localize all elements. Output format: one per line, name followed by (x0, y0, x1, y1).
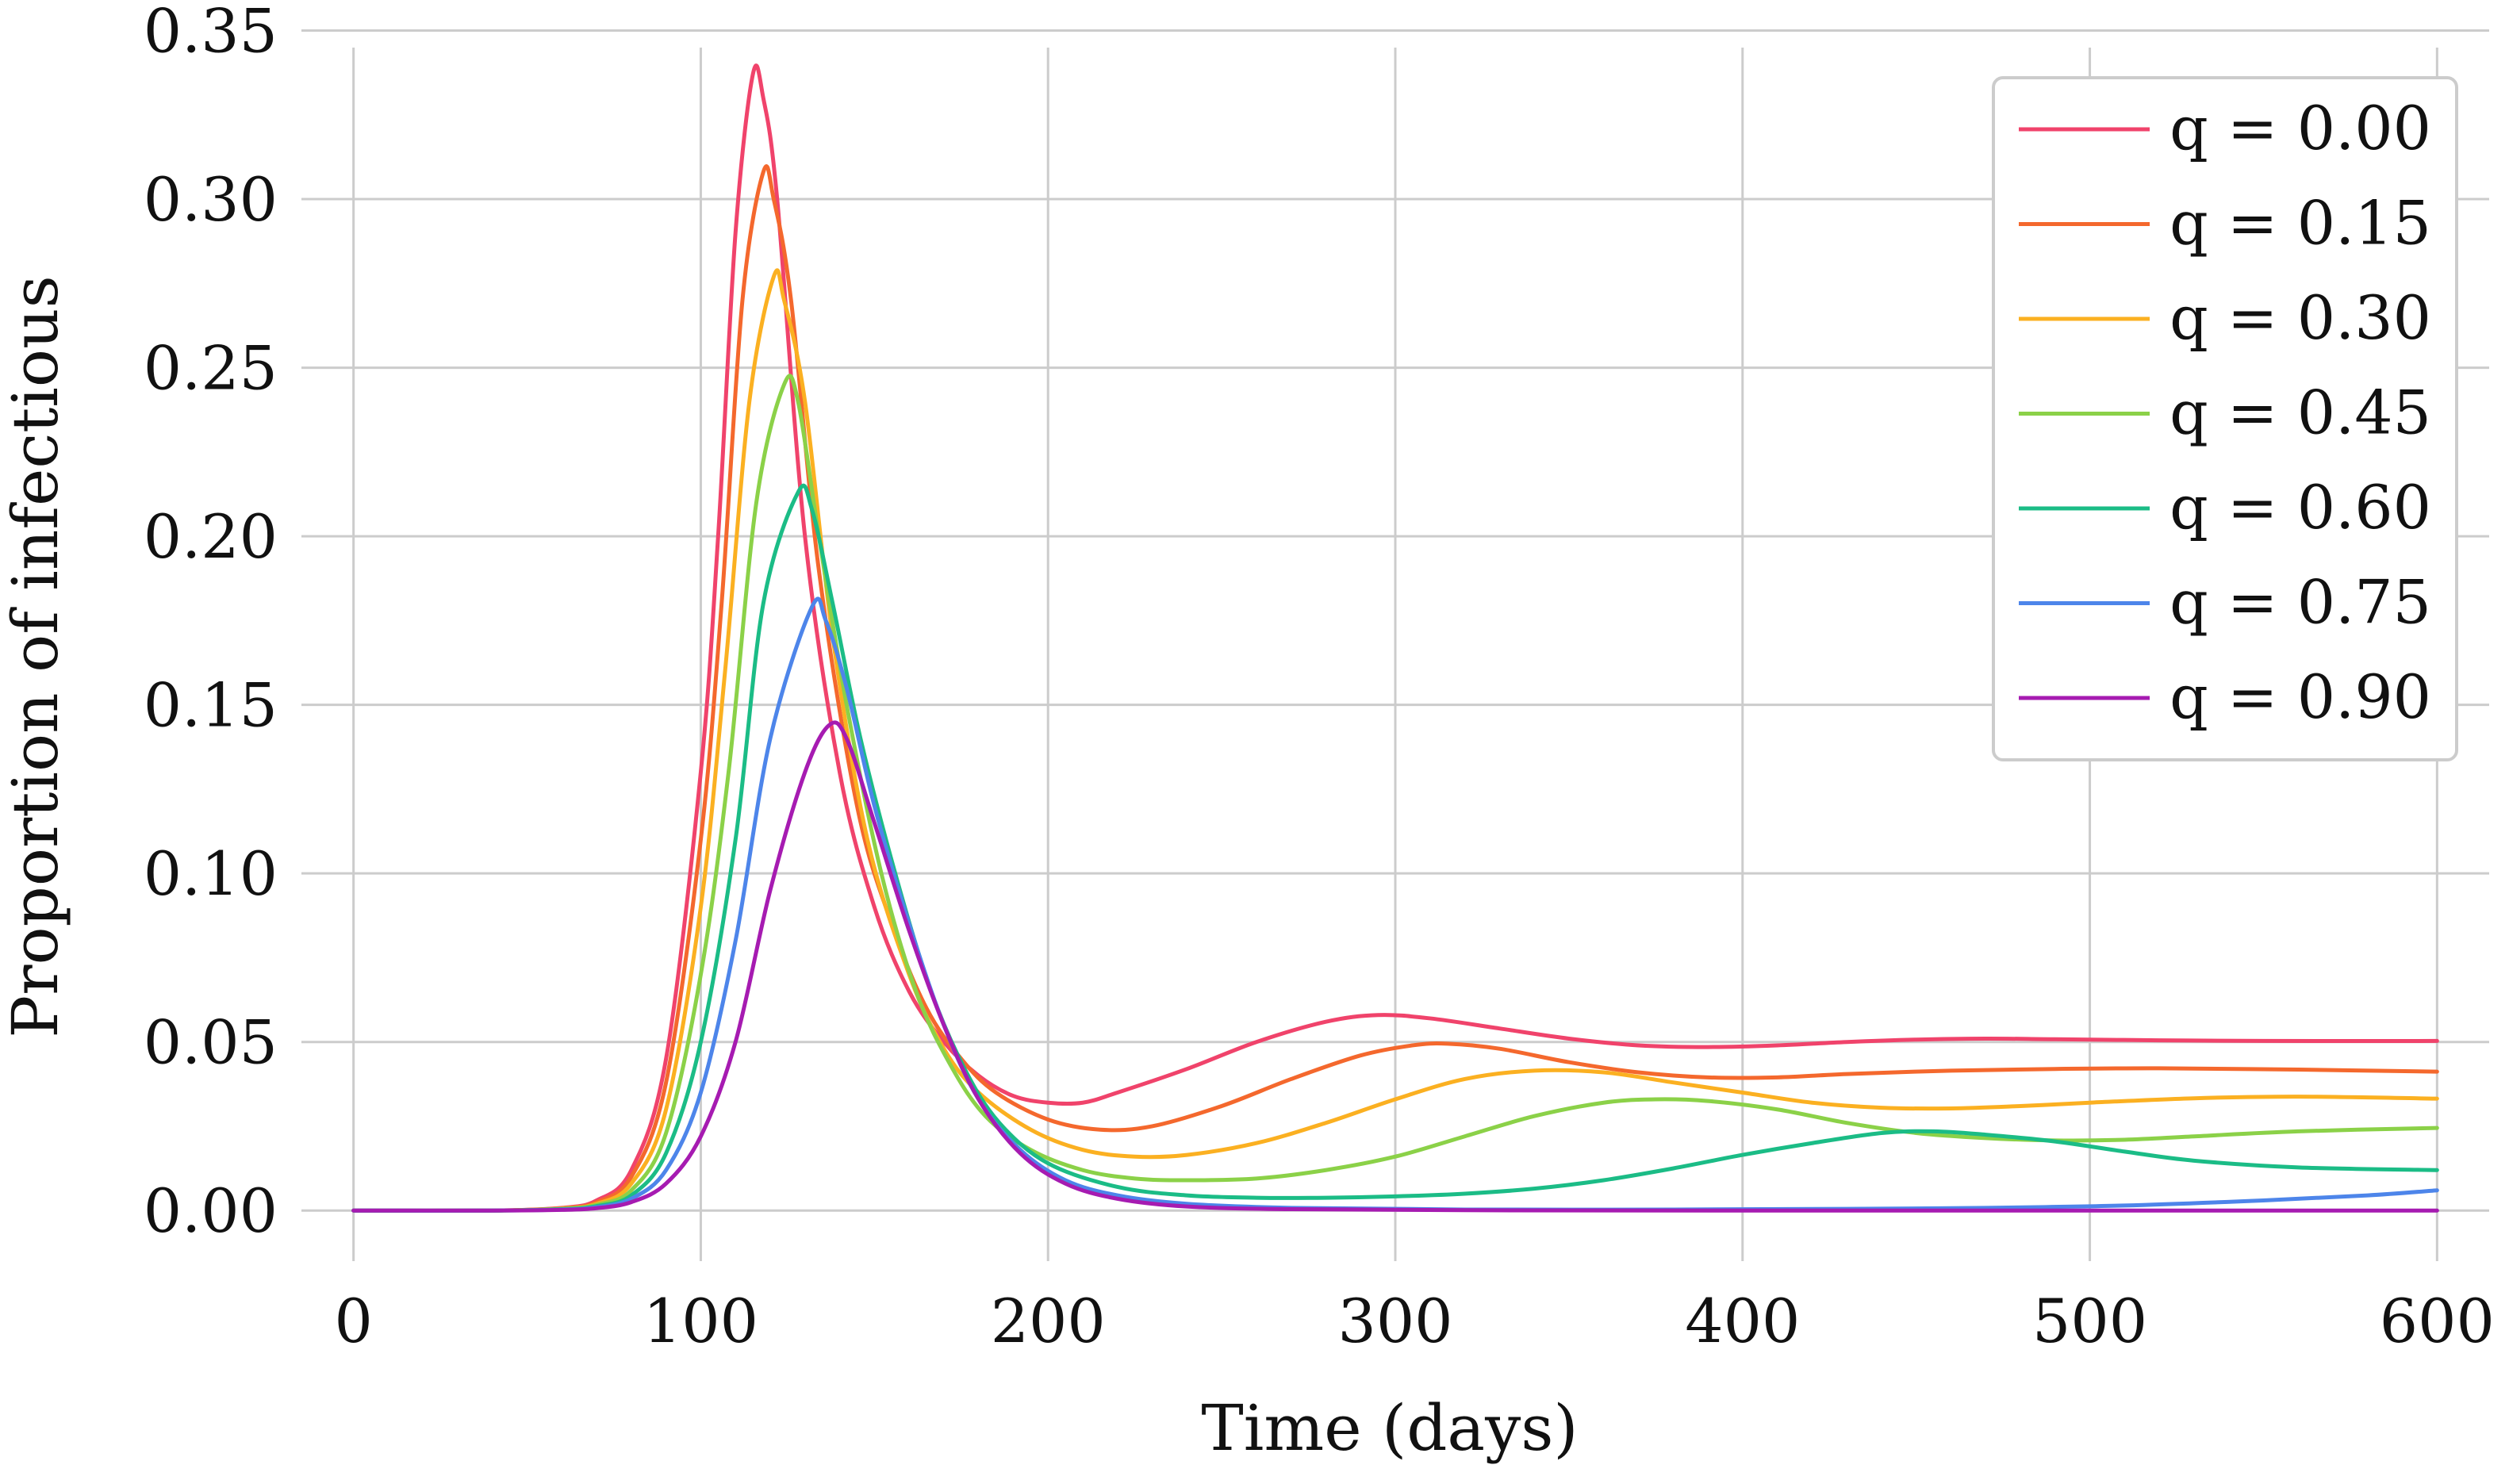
series-group (351, 63, 2439, 1213)
y-tick-label: 0.05 (144, 1007, 278, 1078)
y-tick-label: 0.35 (144, 0, 278, 67)
legend-label-4: q = 0.60 (2169, 472, 2431, 543)
x-tick-label: 300 (1337, 1286, 1452, 1356)
y-tick-label: 0.00 (144, 1175, 278, 1246)
legend: q = 0.00 q = 0.15 q = 0.30 q = 0.45 q = 0.60… (1992, 76, 2458, 761)
x-tick-label: 200 (991, 1286, 1106, 1356)
legend-label-3: q = 0.45 (2169, 378, 2431, 448)
x-axis-ticks: 0 100 200 300 400 500 600 (334, 1286, 2494, 1356)
y-axis-label: Proportion of infectious (0, 275, 72, 1037)
x-tick-label: 0 (334, 1286, 372, 1356)
x-axis-label: Time (days) (1201, 1391, 1578, 1465)
legend-label-1: q = 0.15 (2169, 188, 2431, 259)
y-tick-label: 0.15 (144, 670, 278, 741)
series-line-2 (351, 268, 2439, 1213)
x-tick-label: 400 (1685, 1286, 1800, 1356)
y-axis-ticks: 0.00 0.05 0.10 0.15 0.20 0.25 0.30 0.35 (144, 0, 278, 1246)
legend-box (1992, 76, 2458, 761)
x-tick-label: 100 (643, 1286, 758, 1356)
y-tick-label: 0.10 (144, 838, 278, 909)
y-tick-label: 0.30 (144, 164, 278, 235)
x-tick-label: 600 (2380, 1286, 2495, 1356)
y-tick-label: 0.25 (144, 333, 278, 404)
y-tick-label: 0.20 (144, 501, 278, 572)
x-tick-label: 500 (2032, 1286, 2147, 1356)
legend-label-5: q = 0.75 (2169, 567, 2431, 638)
series-line-4 (351, 483, 2439, 1213)
legend-label-0: q = 0.00 (2169, 93, 2431, 163)
legend-label-2: q = 0.30 (2169, 282, 2431, 353)
legend-label-6: q = 0.90 (2169, 661, 2431, 732)
legend-entries: q = 0.00 q = 0.15 q = 0.30 q = 0.45 q = 0.60… (2019, 93, 2431, 732)
series-line-6 (351, 720, 2439, 1213)
